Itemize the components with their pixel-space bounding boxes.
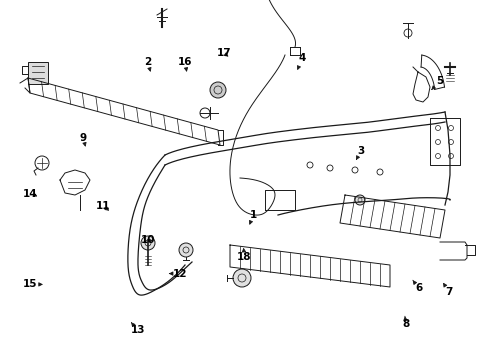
Circle shape [141,236,155,250]
Circle shape [209,82,225,98]
Circle shape [354,195,364,205]
Text: 11: 11 [95,201,110,211]
Text: 13: 13 [130,323,145,336]
Text: 5: 5 [431,76,443,90]
Text: 18: 18 [237,249,251,262]
Text: 8: 8 [402,316,408,329]
Text: 16: 16 [177,57,192,71]
Circle shape [179,243,193,257]
Text: 6: 6 [412,280,421,293]
Text: 9: 9 [80,132,86,146]
Text: 17: 17 [216,48,231,58]
Text: 1: 1 [249,210,256,224]
Text: 14: 14 [23,189,38,199]
Text: 4: 4 [297,53,305,69]
Text: 3: 3 [356,146,364,159]
Text: 7: 7 [443,283,452,297]
Text: 10: 10 [140,235,155,246]
Bar [28,62,48,84]
Text: 2: 2 [144,57,151,71]
Text: 15: 15 [23,279,42,289]
Text: 12: 12 [169,269,187,279]
Circle shape [232,269,250,287]
